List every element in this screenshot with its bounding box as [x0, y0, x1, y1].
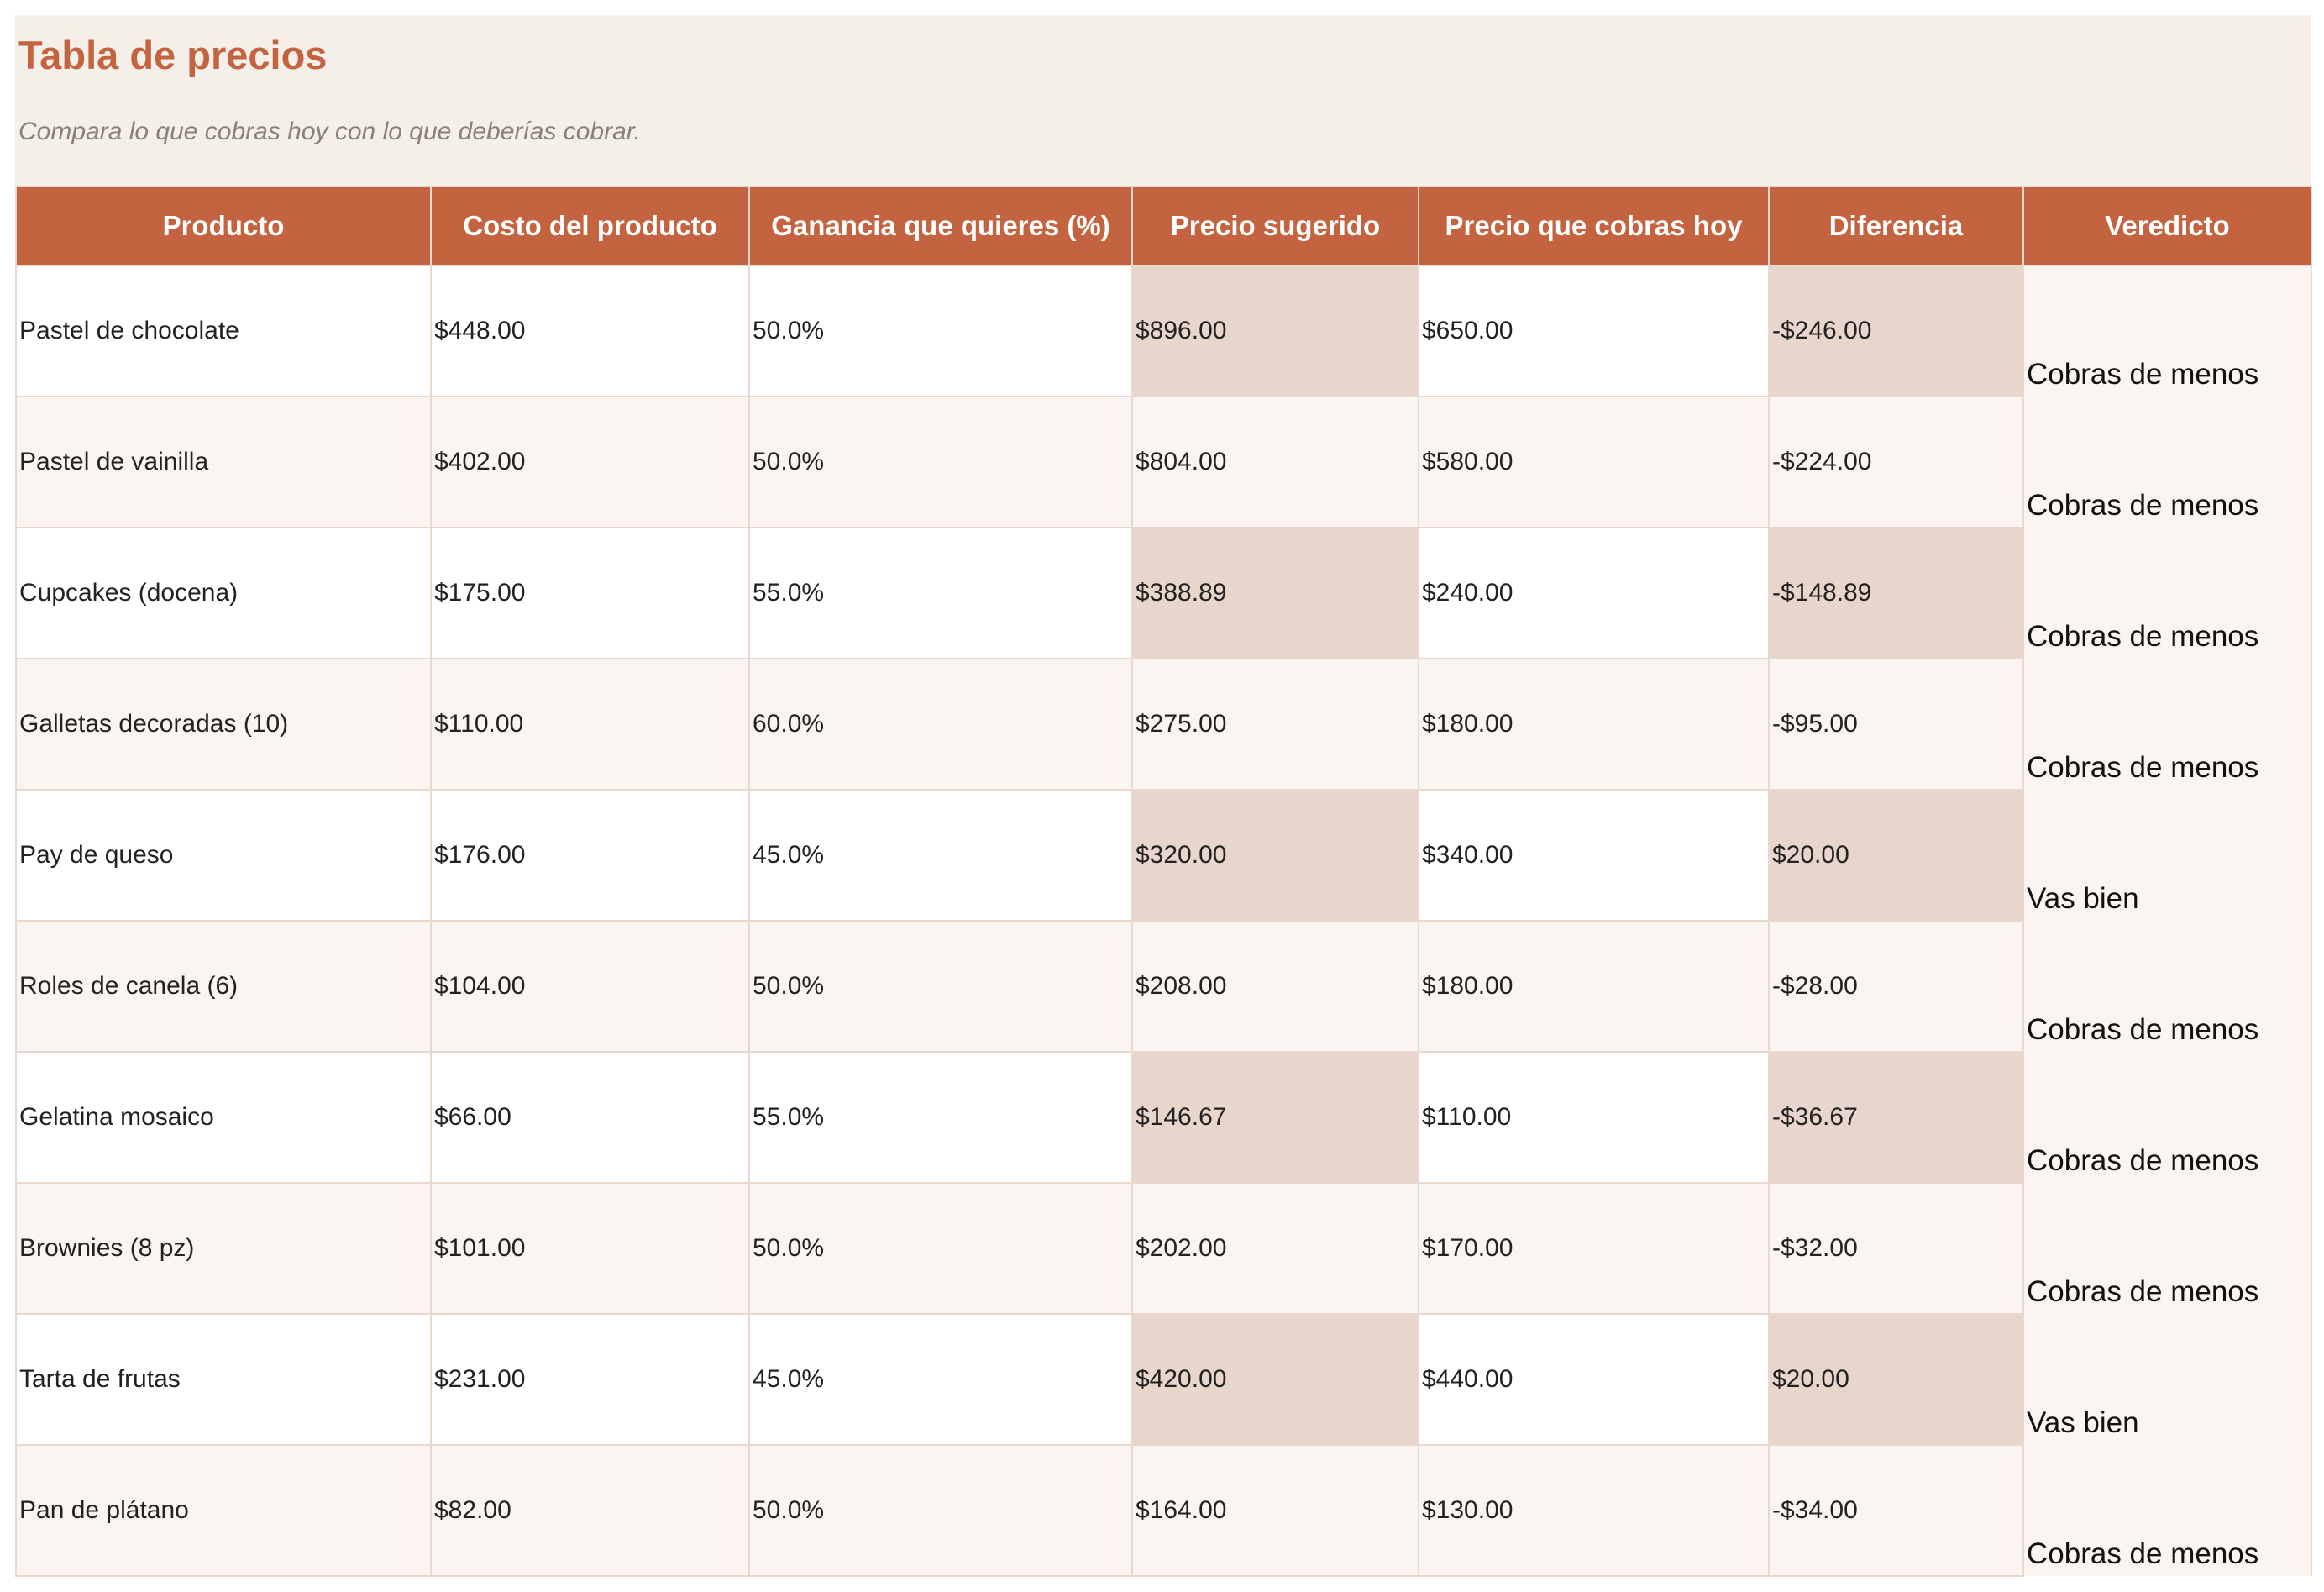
cell-diferencia[interactable]: $20.00: [1768, 789, 2024, 922]
cell-precio-sugerido[interactable]: $388.89: [1131, 527, 1419, 659]
header-diferencia[interactable]: Diferencia: [1768, 186, 2024, 266]
cell-producto[interactable]: Pan de plátano: [15, 1444, 432, 1577]
cell-diferencia[interactable]: $20.00: [1768, 1313, 2024, 1446]
table-row: Brownies (8 pz) $101.00 50.0% $202.00 $1…: [15, 1182, 2312, 1315]
table-body: Pastel de chocolate $448.00 50.0% $896.0…: [15, 265, 2312, 1577]
header-producto[interactable]: Producto: [15, 186, 432, 266]
cell-precio-cobras[interactable]: $130.00: [1418, 1444, 1770, 1577]
cell-producto[interactable]: Pastel de chocolate: [15, 265, 432, 397]
cell-producto[interactable]: Pay de queso: [15, 789, 432, 922]
cell-precio-sugerido[interactable]: $275.00: [1131, 658, 1419, 791]
cell-producto[interactable]: Cupcakes (docena): [15, 527, 432, 659]
header-row: Producto Costo del producto Ganancia que…: [15, 186, 2312, 266]
cell-costo[interactable]: $175.00: [430, 527, 750, 659]
header-costo[interactable]: Costo del producto: [430, 186, 750, 266]
cell-veredicto[interactable]: Cobras de menos: [2022, 1052, 2312, 1183]
cell-diferencia[interactable]: -$224.00: [1768, 396, 2024, 528]
price-table: Producto Costo del producto Ganancia que…: [15, 186, 2312, 1577]
cell-precio-sugerido[interactable]: $320.00: [1131, 789, 1419, 922]
cell-veredicto[interactable]: Cobras de menos: [2022, 265, 2312, 397]
cell-ganancia[interactable]: 55.0%: [748, 527, 1133, 659]
cell-diferencia[interactable]: -$148.89: [1768, 527, 2024, 659]
cell-diferencia[interactable]: -$34.00: [1768, 1444, 2024, 1577]
table-row: Cupcakes (docena) $175.00 55.0% $388.89 …: [15, 527, 2312, 659]
cell-ganancia[interactable]: 55.0%: [748, 1051, 1133, 1184]
table-row: Roles de canela (6) $104.00 50.0% $208.0…: [15, 920, 2312, 1053]
cell-producto[interactable]: Gelatina mosaico: [15, 1051, 432, 1184]
cell-precio-cobras[interactable]: $240.00: [1418, 527, 1770, 659]
cell-precio-cobras[interactable]: $180.00: [1418, 658, 1770, 791]
cell-diferencia[interactable]: -$36.67: [1768, 1051, 2024, 1184]
cell-veredicto[interactable]: Cobras de menos: [2022, 397, 2312, 528]
table-row: Galletas decoradas (10) $110.00 60.0% $2…: [15, 658, 2312, 791]
cell-precio-sugerido[interactable]: $208.00: [1131, 920, 1419, 1053]
cell-producto[interactable]: Tarta de frutas: [15, 1313, 432, 1446]
cell-producto[interactable]: Brownies (8 pz): [15, 1182, 432, 1315]
cell-precio-cobras[interactable]: $110.00: [1418, 1051, 1770, 1184]
table-row: Gelatina mosaico $66.00 55.0% $146.67 $1…: [15, 1051, 2312, 1184]
cell-ganancia[interactable]: 50.0%: [748, 396, 1133, 528]
header-precio-sugerido[interactable]: Precio sugerido: [1131, 186, 1419, 266]
cell-costo[interactable]: $176.00: [430, 789, 750, 922]
price-sheet: Tabla de precios Compara lo que cobras h…: [15, 15, 2312, 1579]
sheet-subtitle[interactable]: Compara lo que cobras hoy con lo que deb…: [18, 118, 641, 145]
cell-costo[interactable]: $402.00: [430, 396, 750, 528]
cell-costo[interactable]: $101.00: [430, 1182, 750, 1315]
cell-veredicto[interactable]: Cobras de menos: [2022, 659, 2312, 790]
cell-costo[interactable]: $110.00: [430, 658, 750, 791]
cell-costo[interactable]: $66.00: [430, 1051, 750, 1184]
cell-ganancia[interactable]: 60.0%: [748, 658, 1133, 791]
cell-costo[interactable]: $82.00: [430, 1444, 750, 1577]
header-ganancia[interactable]: Ganancia que quieres (%): [748, 186, 1133, 266]
cell-precio-cobras[interactable]: $170.00: [1418, 1182, 1770, 1315]
cell-precio-sugerido[interactable]: $420.00: [1131, 1313, 1419, 1446]
header-veredicto[interactable]: Veredicto: [2022, 186, 2312, 266]
cell-precio-cobras[interactable]: $340.00: [1418, 789, 1770, 922]
cell-precio-cobras[interactable]: $180.00: [1418, 920, 1770, 1053]
cell-ganancia[interactable]: 50.0%: [748, 1444, 1133, 1577]
cell-veredicto[interactable]: Cobras de menos: [2022, 1445, 2312, 1576]
cell-ganancia[interactable]: 50.0%: [748, 265, 1133, 397]
cell-precio-sugerido[interactable]: $804.00: [1131, 396, 1419, 528]
table-row: Pastel de vainilla $402.00 50.0% $804.00…: [15, 396, 2312, 528]
table-row: Pastel de chocolate $448.00 50.0% $896.0…: [15, 265, 2312, 397]
sheet-title[interactable]: Tabla de precios: [18, 33, 328, 77]
cell-precio-cobras[interactable]: $440.00: [1418, 1313, 1770, 1446]
cell-precio-sugerido[interactable]: $896.00: [1131, 265, 1419, 397]
cell-diferencia[interactable]: -$246.00: [1768, 265, 2024, 397]
table-row: Tarta de frutas $231.00 45.0% $420.00 $4…: [15, 1313, 2312, 1446]
cell-producto[interactable]: Galletas decoradas (10): [15, 658, 432, 791]
cell-ganancia[interactable]: 45.0%: [748, 789, 1133, 922]
cell-diferencia[interactable]: -$28.00: [1768, 920, 2024, 1053]
table-row: Pay de queso $176.00 45.0% $320.00 $340.…: [15, 789, 2312, 922]
cell-producto[interactable]: Roles de canela (6): [15, 920, 432, 1053]
cell-ganancia[interactable]: 50.0%: [748, 1182, 1133, 1315]
cell-diferencia[interactable]: -$32.00: [1768, 1182, 2024, 1315]
cell-precio-sugerido[interactable]: $202.00: [1131, 1182, 1419, 1315]
table-row: Pan de plátano $82.00 50.0% $164.00 $130…: [15, 1444, 2312, 1577]
cell-precio-sugerido[interactable]: $164.00: [1131, 1444, 1419, 1577]
cell-costo[interactable]: $231.00: [430, 1313, 750, 1446]
cell-veredicto[interactable]: Cobras de menos: [2022, 921, 2312, 1052]
cell-diferencia[interactable]: -$95.00: [1768, 658, 2024, 791]
cell-precio-cobras[interactable]: $650.00: [1418, 265, 1770, 397]
title-band: Tabla de precios Compara lo que cobras h…: [15, 15, 2311, 187]
cell-veredicto[interactable]: Cobras de menos: [2022, 528, 2312, 659]
cell-producto[interactable]: Pastel de vainilla: [15, 396, 432, 528]
header-precio-cobras[interactable]: Precio que cobras hoy: [1418, 186, 1770, 266]
cell-ganancia[interactable]: 45.0%: [748, 1313, 1133, 1446]
cell-veredicto[interactable]: Vas bien: [2022, 1314, 2312, 1445]
cell-precio-cobras[interactable]: $580.00: [1418, 396, 1770, 528]
cell-veredicto[interactable]: Cobras de menos: [2022, 1183, 2312, 1314]
cell-precio-sugerido[interactable]: $146.67: [1131, 1051, 1419, 1184]
cell-costo[interactable]: $448.00: [430, 265, 750, 397]
cell-ganancia[interactable]: 50.0%: [748, 920, 1133, 1053]
cell-veredicto[interactable]: Vas bien: [2022, 790, 2312, 921]
cell-costo[interactable]: $104.00: [430, 920, 750, 1053]
